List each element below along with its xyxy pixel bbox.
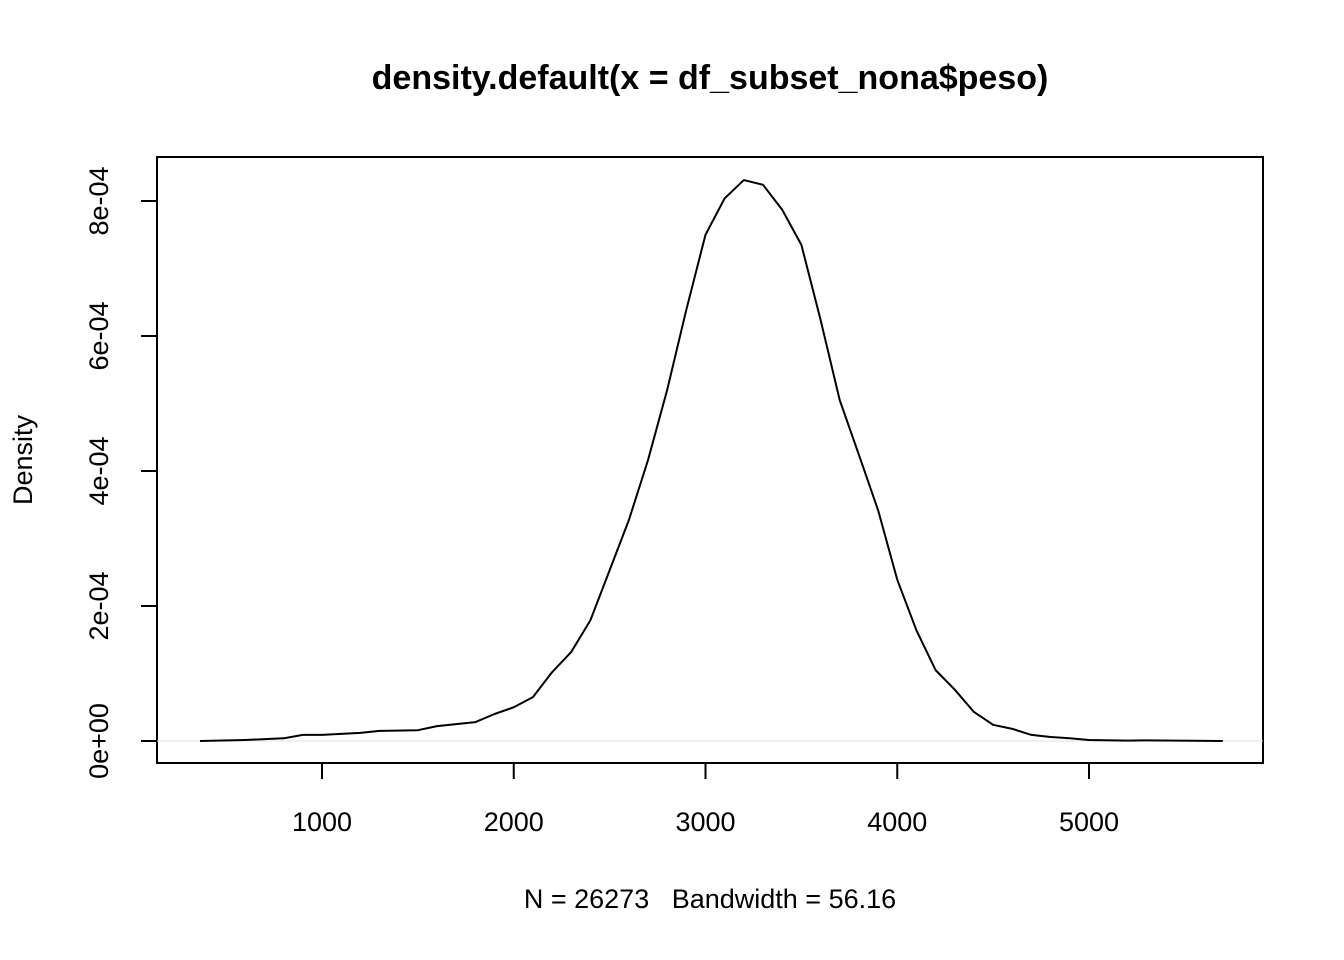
x-tick-label: 3000 (675, 807, 735, 837)
y-axis-label: Density (8, 414, 38, 505)
chart-title: density.default(x = df_subset_nona$peso) (372, 59, 1049, 97)
x-tick-label: 4000 (867, 807, 927, 837)
x-tick-label: 2000 (484, 807, 544, 837)
plot-frame (156, 156, 1264, 764)
y-tick-label: 8e-04 (84, 166, 114, 235)
density-line (200, 179, 1223, 742)
x-axis-label: N = 26273 Bandwidth = 56.16 (524, 884, 896, 914)
y-tick-label: 0e+00 (84, 703, 114, 779)
y-tick-label: 4e-04 (84, 436, 114, 505)
y-tick-label: 2e-04 (84, 571, 114, 640)
x-tick-label: 5000 (1059, 807, 1119, 837)
y-tick-label: 6e-04 (84, 301, 114, 370)
x-tick-label: 1000 (292, 807, 352, 837)
